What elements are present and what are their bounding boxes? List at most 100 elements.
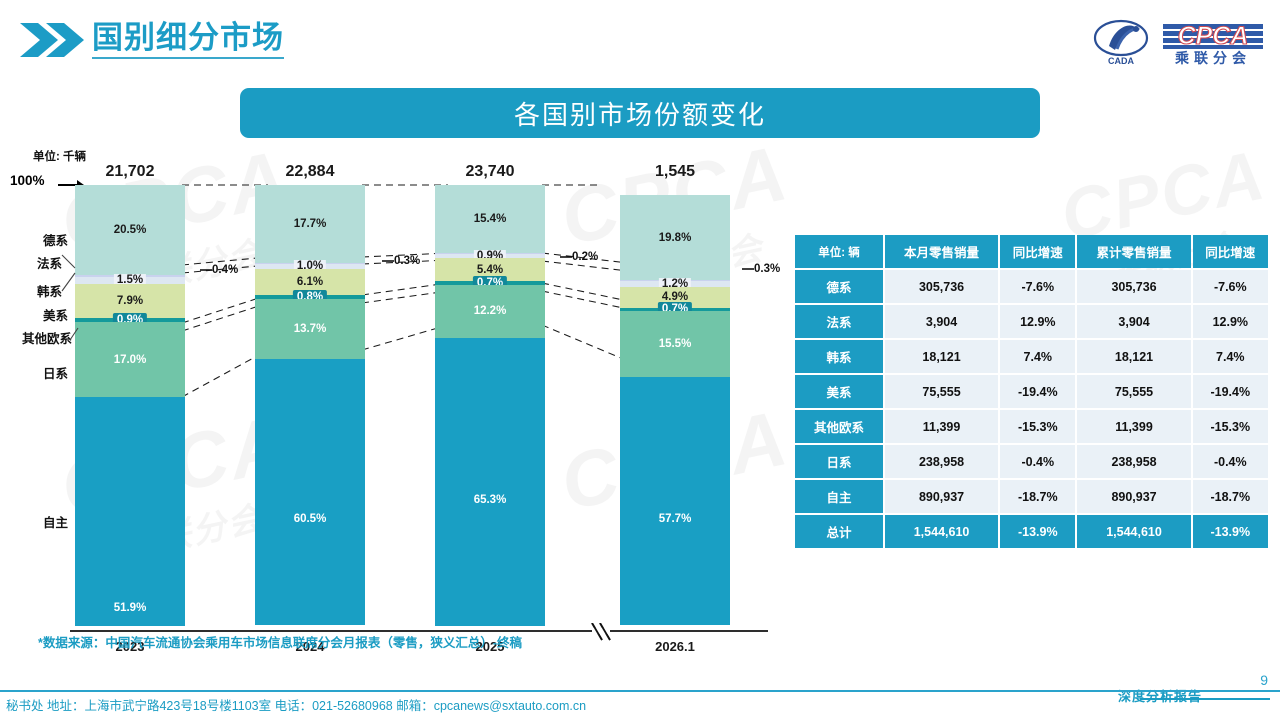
bar-2025: 15.4% 0.9% 5.4% 0.7% 12.2% 65.3% [435,185,545,626]
cell-month-yoy: -13.9% [1000,515,1076,548]
stacked-bar-chart: 单位: 千辆 100% [0,145,790,655]
svg-text:乘联分会: 乘联分会 [1174,50,1251,66]
row-label: 日系 [795,445,883,478]
svg-text:CADA: CADA [1108,56,1134,66]
segment-label: 51.9% [113,601,147,614]
cpca-logo: CADA CPCA 乘联分会 [1093,19,1263,66]
segment-自主: 60.5% [255,359,365,626]
segment-label: 12.2% [473,305,507,318]
category-label-其他欧系: 其他欧系 [21,332,72,346]
row-label: 总计 [795,515,883,548]
table-row: 韩系 18,121 7.4% 18,121 7.4% [795,340,1268,373]
table-col-cum-sales: 累计零售销量 [1077,235,1191,268]
cell-cum-yoy: -19.4% [1192,375,1268,408]
segment-label: 17.0% [113,353,147,366]
segment-美系: 7.9% [75,283,185,319]
segment-label: 65.3% [473,493,507,506]
x-axis [70,623,768,641]
segment-德系: 19.8% [620,195,730,281]
banner-title: 各国别市场份额变化 [513,99,766,130]
cell-month-sales: 890,937 [885,480,999,513]
bar-total-2026-1: 1,545 [654,163,696,180]
x-tick-2023: 2023 [115,639,145,654]
cell-cum-yoy: 7.4% [1192,340,1268,373]
segment-日系: 15.5% [620,310,730,378]
cell-cum-sales: 238,958 [1077,445,1191,478]
segment-德系: 17.7% [255,185,365,263]
callout-法系-2023: 0.4% [200,264,238,276]
segment-韩系: 1.5% [75,274,185,287]
table-col-cum-yoy: 同比增速 [1192,235,1268,268]
row-label: 其他欧系 [795,410,883,443]
cell-cum-sales: 18,121 [1077,340,1191,373]
bar-2023: 20.5% 1.5% 7.9% 0.9% 17.0% 51.9% [75,185,185,626]
bar-2024: 17.7% 1.0% 6.1% 0.8% 13.7% 60.5% [255,185,365,626]
segment-label: 60.5% [293,513,327,526]
bar-total-2023: 21,702 [105,163,155,180]
category-label-法系: 法系 [36,257,62,271]
cell-cum-yoy: -15.3% [1192,410,1268,443]
cell-month-sales: 238,958 [885,445,999,478]
footer-divider [0,689,1280,692]
cell-month-sales: 11,399 [885,410,999,443]
callout-value: 0.4% [212,264,239,276]
x-tick-2026-1: 2026.1 [655,639,695,654]
cell-month-sales: 3,904 [885,305,999,338]
chart-unit-label: 单位: 千辆 [33,151,87,163]
cell-cum-sales: 1,544,610 [1077,515,1191,548]
leader-dash-icon [560,256,572,258]
cell-month-yoy: -18.7% [1000,480,1076,513]
svg-text:CPCA: CPCA [1178,22,1249,50]
table-row: 德系 305,736 -7.6% 305,736 -7.6% [795,270,1268,303]
table-row: 法系 3,904 12.9% 3,904 12.9% [795,305,1268,338]
category-label-美系: 美系 [42,309,68,323]
cell-cum-sales: 75,555 [1077,375,1191,408]
cell-cum-yoy: -13.9% [1192,515,1268,548]
page-title: 国别细分市场 [92,22,284,59]
cell-month-yoy: -0.4% [1000,445,1076,478]
axis-100-label: 100% [10,173,45,188]
segment-label: 13.7% [293,323,327,336]
table-row: 自主 890,937 -18.7% 890,937 -18.7% [795,480,1268,513]
table-col-unit: 单位: 辆 [795,235,883,268]
callout-value: 0.2% [572,251,599,263]
report-label: 深度分析报告 [1117,689,1202,704]
segment-label: 57.7% [658,513,692,526]
segment-label: 15.4% [473,212,507,225]
segment-label: 6.1% [296,275,324,288]
cell-cum-yoy: -18.7% [1192,480,1268,513]
segment-日系: 13.7% [255,298,365,360]
bar-total-2024: 22,884 [285,163,335,180]
segment-德系: 20.5% [75,185,185,276]
leader-dash-icon [742,268,754,270]
table-col-month-yoy: 同比增速 [1000,235,1076,268]
segment-美系: 4.9% [620,286,730,308]
row-label: 韩系 [795,340,883,373]
table-total-row: 总计 1,544,610 -13.9% 1,544,610 -13.9% [795,515,1268,548]
report-rule [1140,698,1270,700]
cell-month-sales: 1,544,610 [885,515,999,548]
bar-total-2025: 23,740 [465,163,515,180]
cell-month-yoy: 7.4% [1000,340,1076,373]
segment-label: 5.4% [476,263,504,276]
cell-month-yoy: -19.4% [1000,375,1076,408]
row-label: 自主 [795,480,883,513]
x-tick-2025: 2025 [475,639,505,654]
leader-dash-icon [200,269,212,271]
segment-label: 20.5% [113,224,147,237]
category-label-韩系: 韩系 [36,285,62,299]
cell-cum-sales: 305,736 [1077,270,1191,303]
cell-month-yoy: 12.9% [1000,305,1076,338]
segment-自主: 57.7% [620,377,730,626]
row-label: 德系 [795,270,883,303]
segment-label: 7.9% [116,294,144,307]
cell-month-yoy: -7.6% [1000,270,1076,303]
double-chevron-right-icon [20,23,84,57]
cell-cum-yoy: 12.9% [1192,305,1268,338]
row-label: 法系 [795,305,883,338]
x-tick-2024: 2024 [295,639,325,654]
page-title-group: 国别细分市场 [18,20,284,60]
section-banner: 各国别市场份额变化 [240,88,1040,138]
cell-cum-yoy: -0.4% [1192,445,1268,478]
